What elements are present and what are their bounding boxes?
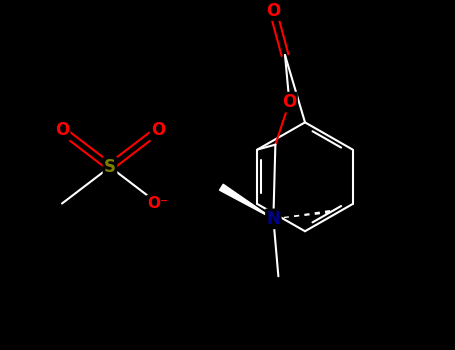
Text: N: N [267, 210, 280, 228]
Text: O: O [266, 1, 280, 20]
Text: O: O [55, 121, 69, 139]
Text: O⁻: O⁻ [147, 196, 168, 211]
Text: O: O [151, 121, 165, 139]
Text: S: S [104, 158, 116, 176]
Text: O: O [282, 93, 297, 111]
Polygon shape [219, 184, 273, 219]
